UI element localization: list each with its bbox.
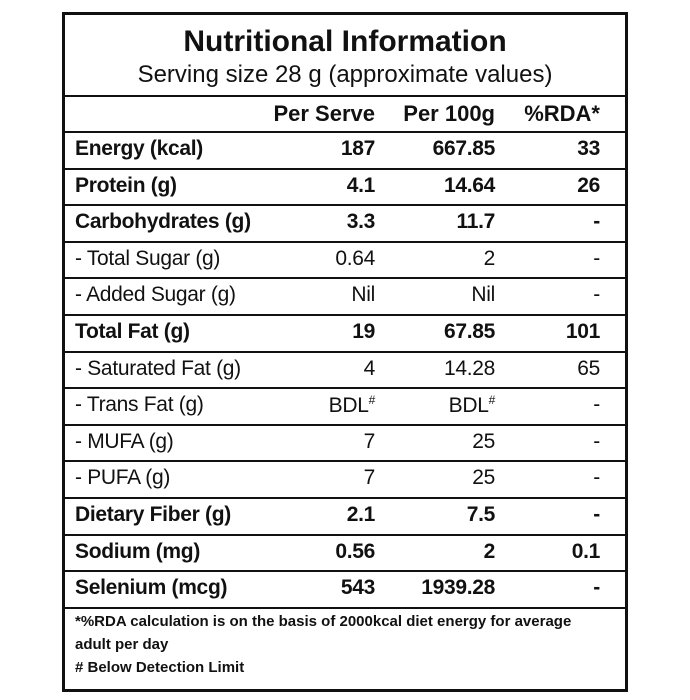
cell-value: 667.85 (432, 137, 496, 160)
value-text: BDL (448, 394, 489, 418)
rule (65, 314, 625, 316)
cell-value: BDL# (265, 393, 376, 418)
cell-value: 2.1 (346, 503, 376, 526)
rule (65, 460, 625, 463)
row-label: - MUFA (g) (75, 429, 174, 453)
cell-value: 7 (363, 466, 376, 490)
footnote: adult per day (75, 635, 169, 653)
cell-value: 1939.28 (421, 576, 495, 600)
cell-value: - (593, 246, 600, 270)
cell-value: 26 (577, 173, 600, 197)
row-label: - Total Sugar (g) (75, 246, 221, 270)
cell-value: 19 (352, 320, 375, 343)
cell-value: 0.56 (335, 539, 375, 563)
cell-value: 25 (472, 429, 495, 453)
footnote: # Below Detection Limit (75, 658, 245, 676)
cell-value: 14.64 (443, 173, 495, 197)
footnote-mark: # (368, 393, 376, 408)
row-label: Energy (kcal) (75, 137, 203, 160)
rule (65, 167, 625, 170)
cell-value: 11.7 (456, 210, 495, 234)
cell-value: 25 (472, 466, 495, 490)
header-cell: %RDA* (524, 101, 600, 126)
cell-value: Nil (471, 283, 495, 307)
header-cell: Per 100g (403, 101, 495, 126)
row-label: Sodium (mg) (75, 539, 201, 563)
footnote: *%RDA calculation is on the basis of 200… (75, 612, 572, 630)
rule (65, 277, 625, 280)
cell-value: 7.5 (466, 503, 496, 526)
rule (65, 95, 625, 97)
rule (65, 423, 625, 426)
cell-value: 67.85 (443, 320, 495, 343)
rule (65, 240, 625, 243)
subtitle: Serving size 28 g (approximate values) (137, 61, 553, 88)
cell-value: 2 (483, 246, 496, 270)
rule (65, 204, 625, 207)
nutrition-panel: Nutritional Information Serving size 28 … (62, 12, 628, 692)
cell-value: 4 (363, 356, 376, 380)
rule (65, 387, 625, 390)
row-label: - Added Sugar (g) (75, 283, 236, 307)
cell-value: - (593, 393, 600, 417)
row-label: Dietary Fiber (g) (75, 503, 231, 526)
cell-value: 101 (565, 320, 600, 343)
row-label: Total Fat (g) (75, 320, 190, 343)
cell-value: 2 (483, 539, 496, 563)
row-label: Selenium (mcg) (75, 576, 228, 600)
cell-value: BDL# (385, 393, 496, 418)
rule (65, 350, 625, 353)
cell-value: - (593, 283, 600, 307)
row-label: Protein (g) (75, 173, 177, 197)
row-label: - Trans Fat (g) (75, 393, 204, 417)
cell-value: 33 (577, 137, 600, 160)
value-text: BDL (328, 394, 369, 418)
cell-value: 65 (577, 356, 600, 380)
title: Nutritional Information (183, 25, 507, 58)
cell-value: Nil (351, 283, 375, 307)
cell-value: 7 (363, 429, 376, 453)
cell-value: 14.28 (443, 356, 495, 380)
rule (65, 533, 625, 536)
row-label: - Saturated Fat (g) (75, 356, 241, 380)
row-label: Carbohydrates (g) (75, 210, 251, 234)
header-cell: Per Serve (273, 101, 375, 126)
footnote-mark: # (488, 393, 496, 408)
cell-value: 3.3 (346, 210, 376, 234)
cell-value: 4.1 (346, 173, 376, 197)
rule (65, 570, 625, 573)
rule (65, 131, 625, 133)
cell-value: 543 (340, 576, 375, 600)
rule (65, 497, 625, 499)
cell-value: - (593, 466, 600, 490)
cell-value: - (593, 429, 600, 453)
cell-value: 187 (340, 137, 375, 160)
row-label: - PUFA (g) (75, 466, 171, 490)
cell-value: 0.1 (571, 539, 601, 563)
rule (65, 606, 625, 609)
cell-value: - (593, 576, 600, 600)
cell-value: - (593, 210, 600, 234)
cell-value: 0.64 (335, 246, 375, 270)
cell-value: - (593, 503, 600, 526)
